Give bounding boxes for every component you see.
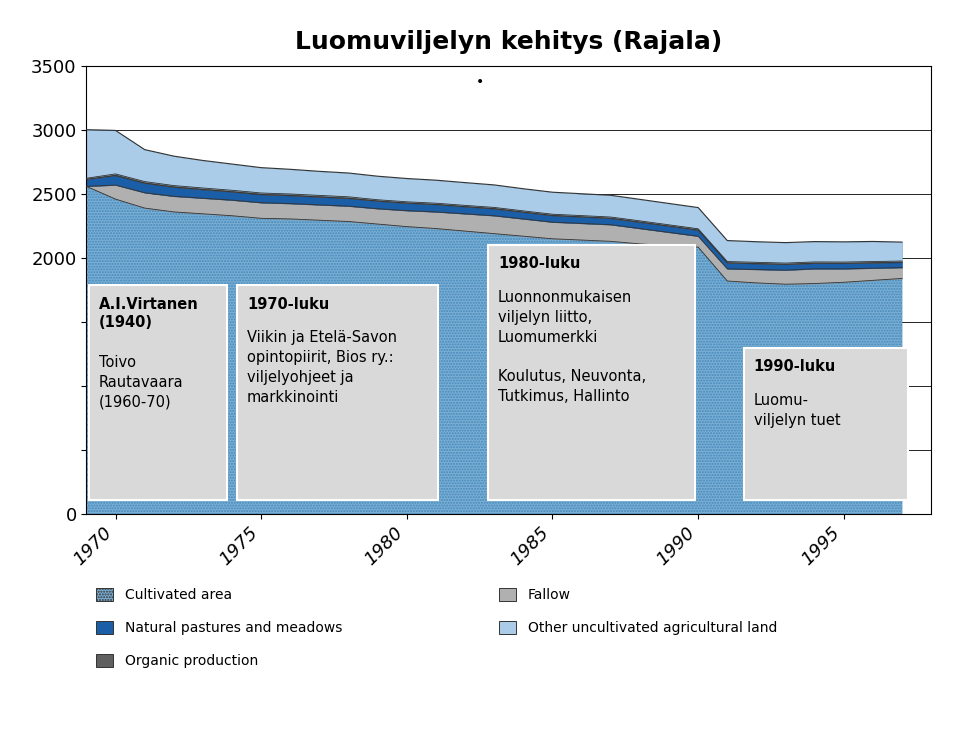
Text: Fallow: Fallow [528, 587, 571, 602]
Text: 1990-luku: 1990-luku [754, 360, 836, 374]
Text: Other uncultivated agricultural land: Other uncultivated agricultural land [528, 620, 778, 635]
Text: Luonnonmukaisen
viljelyn liitto,
Luomumerkki

Koulutus, Neuvonta,
Tutkimus, Hall: Luonnonmukaisen viljelyn liitto, Luomume… [498, 290, 646, 404]
Text: Viikin ja Etelä-Savon
opintopiirit, Bios ry.:
viljelyohjeet ja
markkinointi: Viikin ja Etelä-Savon opintopiirit, Bios… [247, 330, 396, 404]
Text: Luomu-
viljelyn tuet: Luomu- viljelyn tuet [754, 393, 840, 428]
Text: Natural pastures and meadows: Natural pastures and meadows [125, 620, 342, 635]
Text: 1980-luku: 1980-luku [498, 256, 580, 272]
FancyBboxPatch shape [488, 245, 695, 501]
Text: Organic production: Organic production [125, 653, 258, 668]
Text: A.I.Virtanen
(1940): A.I.Virtanen (1940) [99, 297, 199, 330]
FancyBboxPatch shape [744, 348, 908, 501]
Text: Toivo
Rautavaara
(1960-70): Toivo Rautavaara (1960-70) [99, 355, 183, 410]
Text: •: • [475, 75, 484, 89]
Title: Luomuviljelyn kehitys (Rajala): Luomuviljelyn kehitys (Rajala) [295, 30, 723, 54]
Text: Cultivated area: Cultivated area [125, 587, 232, 602]
Text: 1970-luku: 1970-luku [247, 297, 329, 312]
FancyBboxPatch shape [89, 286, 227, 501]
FancyBboxPatch shape [237, 286, 438, 501]
